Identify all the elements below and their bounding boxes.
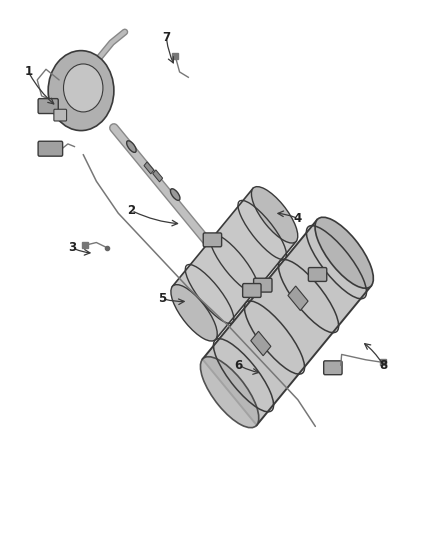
Text: 6: 6 — [235, 359, 243, 372]
Ellipse shape — [170, 189, 180, 200]
Text: 8: 8 — [379, 359, 387, 372]
FancyBboxPatch shape — [38, 141, 63, 156]
FancyBboxPatch shape — [203, 233, 222, 247]
Text: 5: 5 — [158, 292, 166, 305]
Bar — [144, 162, 154, 174]
Ellipse shape — [251, 187, 298, 243]
Bar — [202, 220, 371, 425]
Text: 3: 3 — [68, 241, 76, 254]
FancyBboxPatch shape — [308, 268, 327, 281]
Text: 1: 1 — [25, 66, 32, 78]
Ellipse shape — [171, 285, 217, 341]
Ellipse shape — [127, 141, 136, 152]
Circle shape — [48, 51, 114, 131]
Ellipse shape — [315, 217, 373, 288]
Text: 4: 4 — [294, 212, 302, 225]
Circle shape — [64, 64, 103, 112]
Bar — [288, 286, 308, 311]
FancyBboxPatch shape — [38, 99, 58, 114]
Text: 2: 2 — [127, 204, 135, 217]
FancyBboxPatch shape — [324, 361, 342, 375]
FancyBboxPatch shape — [54, 109, 67, 121]
Bar — [251, 332, 271, 356]
FancyBboxPatch shape — [243, 284, 261, 297]
Bar — [153, 170, 162, 182]
Text: 7: 7 — [162, 31, 170, 44]
Bar — [173, 189, 296, 339]
FancyBboxPatch shape — [254, 278, 272, 292]
Ellipse shape — [201, 357, 259, 427]
